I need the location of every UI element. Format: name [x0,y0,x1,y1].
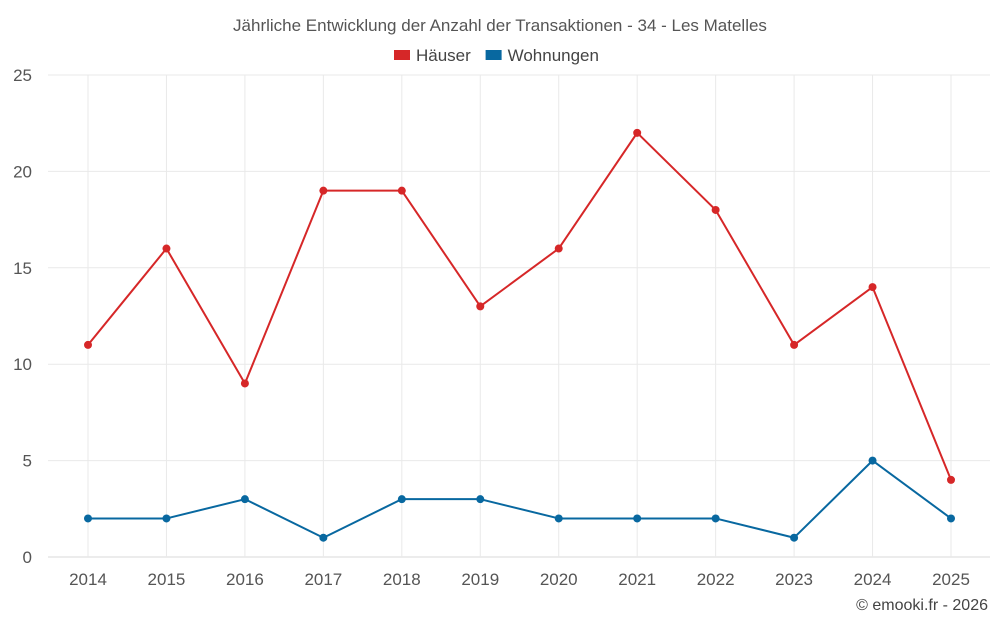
y-tick-label: 15 [13,259,32,278]
legend-item[interactable]: Häuser [394,46,471,65]
x-tick-label: 2017 [304,570,342,589]
series-line [87,131,952,481]
data-point[interactable] [711,514,720,523]
grid [48,74,990,558]
data-point[interactable] [633,128,642,137]
data-point[interactable] [397,495,406,504]
data-point[interactable] [84,340,92,349]
data-point[interactable] [947,514,955,523]
legend: Häuser Wohnungen [394,46,599,65]
x-tick-label: 2021 [618,570,656,589]
y-tick-label: 25 [13,66,32,85]
x-tick-label: 2025 [932,570,970,589]
legend-swatch [485,50,502,60]
data-point[interactable] [868,283,877,292]
legend-label: Wohnungen [508,46,599,65]
data-point[interactable] [790,340,799,349]
data-point[interactable] [240,379,249,388]
series-line [88,459,952,539]
x-tick-label: 2024 [854,570,892,589]
data-point[interactable] [319,186,328,195]
legend-swatch [394,50,410,60]
x-tick-label: 2016 [226,570,264,589]
x-tick-label: 2019 [461,570,499,589]
data-point[interactable] [554,514,563,523]
y-axis: 0 5 10 15 20 25 [13,66,32,567]
x-tick-label: 2020 [540,570,578,589]
y-tick-label: 5 [23,452,32,471]
credit-text: © emooki.fr - 2026 [856,597,988,614]
data-point[interactable] [868,456,877,465]
series-group [84,128,955,542]
y-tick-label: 0 [23,548,32,567]
data-point[interactable] [319,533,328,542]
x-tick-label: 2014 [69,570,107,589]
data-point[interactable] [633,514,642,523]
x-tick-label: 2018 [383,570,421,589]
data-point[interactable] [397,186,406,195]
data-point[interactable] [947,475,955,484]
data-point[interactable] [84,514,92,523]
legend-label: Häuser [416,46,471,65]
data-point[interactable] [240,495,249,504]
legend-item[interactable]: Wohnungen [485,46,599,65]
x-axis: 2014 2015 2016 2017 2018 2019 2020 2021 2022 2023… [69,570,970,589]
x-tick-label: 2015 [148,570,186,589]
y-tick-label: 20 [13,162,32,181]
data-point[interactable] [476,495,485,504]
y-tick-label: 10 [13,355,32,374]
series-1 [84,456,955,542]
x-tick-label: 2023 [775,570,813,589]
data-point[interactable] [162,244,171,253]
x-tick-label: 2022 [697,570,735,589]
data-point[interactable] [711,205,720,214]
data-point[interactable] [790,533,799,542]
chart-title: Jährliche Entwicklung der Anzahl der Tra… [233,16,767,35]
series-0 [84,128,955,484]
data-point[interactable] [476,302,485,311]
data-point[interactable] [162,514,171,523]
data-point[interactable] [554,244,563,253]
